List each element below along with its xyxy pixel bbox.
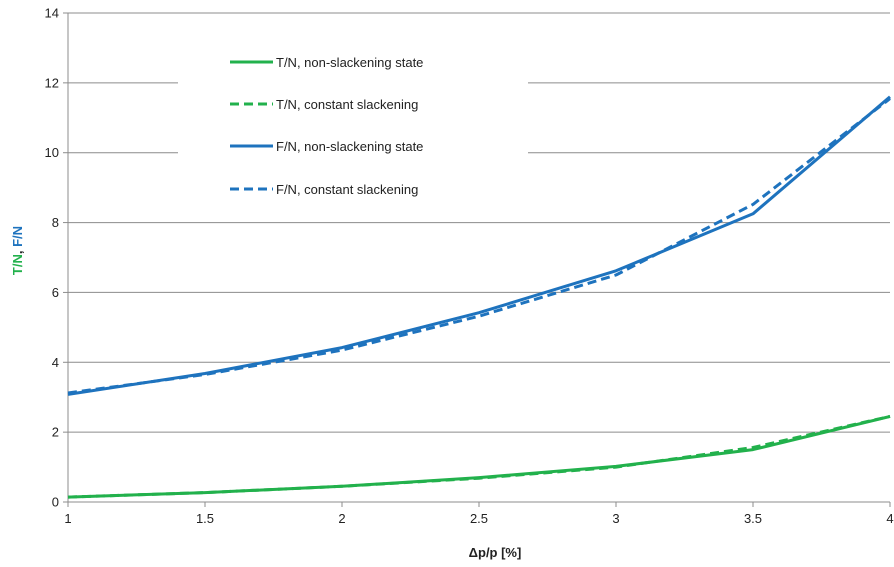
y-axis-title-part: , — [10, 247, 25, 254]
y-tick-label: 8 — [52, 215, 59, 230]
x-tick-label: 1 — [64, 511, 71, 526]
legend-label: F/N, constant slackening — [276, 182, 418, 197]
y-axis-title: T/N, F/N — [10, 226, 25, 275]
axes: 0 2 4 6 8 10 12 14 1 1.5 2 2.5 3 3.5 4 — [45, 6, 894, 527]
y-tick-label: 12 — [45, 75, 59, 90]
legend: T/N, non-slackening state T/N, constant s… — [230, 55, 423, 197]
y-tick-label: 4 — [52, 355, 59, 370]
y-tick-label: 2 — [52, 425, 59, 440]
x-tick-label: 2.5 — [470, 511, 488, 526]
series-line-3 — [67, 95, 891, 396]
legend-label: T/N, non-slackening state — [276, 55, 423, 70]
axis-labels: Δp/p [%] T/N, F/N — [10, 226, 521, 560]
series-line-4 — [67, 97, 891, 395]
legend-label: T/N, constant slackening — [276, 97, 418, 112]
x-tick-label: 4 — [886, 511, 893, 526]
series-lines — [67, 95, 891, 499]
y-tick-label: 14 — [45, 6, 59, 21]
y-tick-label: 6 — [52, 285, 59, 300]
y-tick-label: 10 — [45, 145, 59, 160]
legend-label: F/N, non-slackening state — [276, 139, 423, 154]
y-axis-title-part: T/N — [10, 254, 25, 275]
x-tick-label: 3.5 — [744, 511, 762, 526]
series-line-1 — [67, 414, 891, 499]
gridlines — [68, 12, 890, 433]
x-axis-title: Δp/p [%] — [469, 545, 522, 560]
series-line-2 — [67, 414, 891, 499]
y-tick-label: 0 — [52, 495, 59, 510]
x-tick-label: 2 — [338, 511, 345, 526]
y-axis-title-part: F/N — [10, 226, 25, 247]
x-tick-label: 3 — [612, 511, 619, 526]
x-tick-label: 1.5 — [196, 511, 214, 526]
